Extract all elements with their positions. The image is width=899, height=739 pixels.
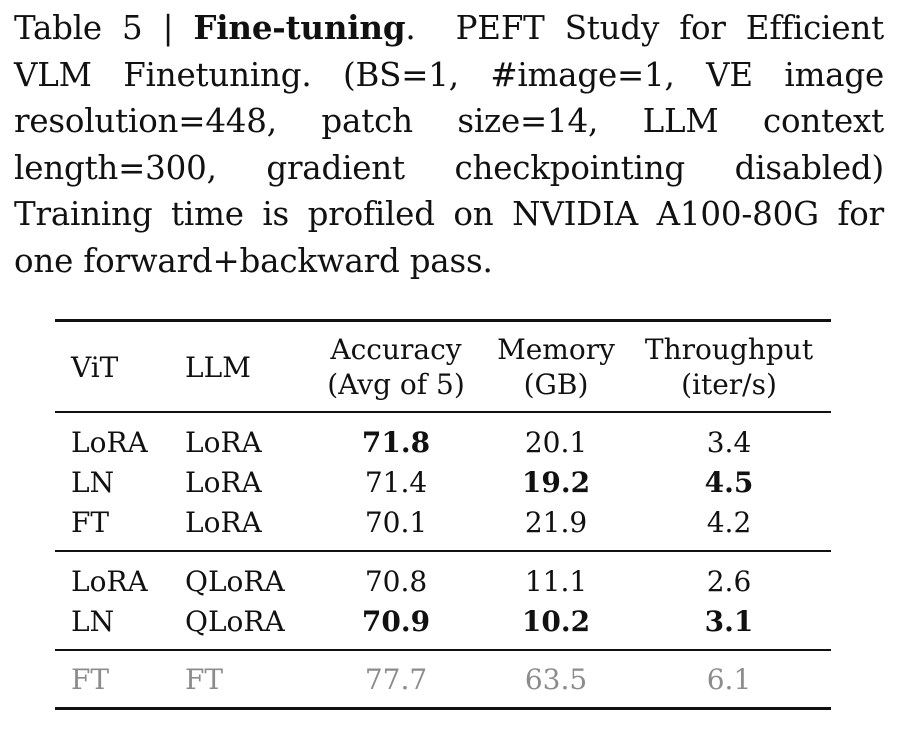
row-3-accuracy: 70.1: [364, 506, 428, 539]
row-6-vit: FT: [71, 663, 110, 696]
header-accuracy-sub: (Avg of 5): [327, 368, 465, 401]
caption-title: Fine-tuning: [193, 8, 406, 47]
row-5-throughput: 3.1: [704, 605, 754, 638]
row-2-accuracy: 71.4: [364, 466, 428, 499]
row-4-accuracy: 70.8: [364, 565, 428, 598]
caption-period: .: [405, 9, 416, 47]
header-vit: ViT: [71, 351, 119, 384]
row-2-llm: LoRA: [185, 466, 262, 499]
row-6-memory: 63.5: [524, 663, 588, 696]
row-3-llm: LoRA: [185, 506, 262, 539]
row-5-memory: 10.2: [521, 605, 591, 638]
caption-separator: |: [162, 9, 174, 47]
header-throughput-sub: (iter/s): [681, 368, 777, 401]
header-memory: Memory: [497, 333, 615, 366]
row-6-accuracy: 77.7: [364, 663, 428, 696]
row-3-throughput: 4.2: [706, 506, 752, 539]
row-4-memory: 11.1: [524, 565, 588, 598]
group-rule-2: [55, 649, 831, 651]
row-2-vit: LN: [71, 466, 115, 499]
row-4-vit: LoRA: [71, 565, 148, 598]
row-5-llm: QLoRA: [185, 605, 285, 638]
row-4-llm: QLoRA: [185, 565, 285, 598]
row-3-memory: 21.9: [524, 506, 588, 539]
row-1-accuracy: 71.8: [361, 426, 431, 459]
row-4-throughput: 2.6: [706, 565, 752, 598]
header-llm: LLM: [185, 351, 251, 384]
top-rule: [55, 319, 831, 322]
bottom-rule: [55, 707, 831, 710]
row-1-vit: LoRA: [71, 426, 148, 459]
row-6-throughput: 6.1: [706, 663, 752, 696]
row-6-llm: FT: [185, 663, 224, 696]
row-1-llm: LoRA: [185, 426, 262, 459]
row-3-vit: FT: [71, 506, 110, 539]
caption-label: Table 5: [14, 9, 143, 47]
header-throughput: Throughput: [644, 333, 814, 366]
caption-text: PEFT Study for Efficient VLM Finetuning.…: [14, 9, 884, 280]
table-caption: Table 5 | Fine-tuning. PEFT Study for Ef…: [14, 5, 884, 284]
row-5-accuracy: 70.9: [361, 605, 431, 638]
header-accuracy: Accuracy: [330, 333, 462, 366]
row-2-memory: 19.2: [521, 466, 591, 499]
row-2-throughput: 4.5: [704, 466, 754, 499]
header-memory-sub: (GB): [523, 368, 589, 401]
row-1-memory: 20.1: [524, 426, 588, 459]
header-rule: [55, 411, 831, 413]
group-rule-1: [55, 550, 831, 552]
row-1-throughput: 3.4: [706, 426, 752, 459]
row-5-vit: LN: [71, 605, 115, 638]
